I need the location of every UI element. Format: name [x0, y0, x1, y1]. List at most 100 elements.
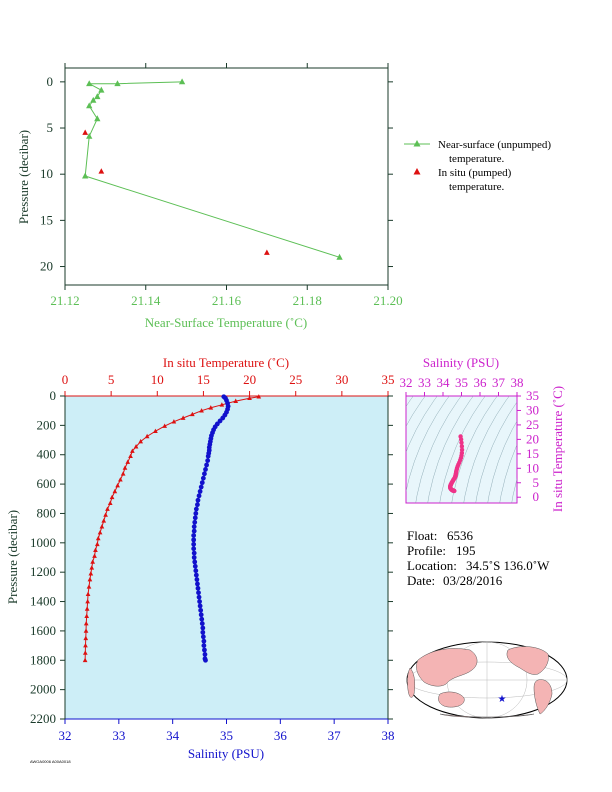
ts-right-axis-label: In situ Temperature (˚C) — [550, 386, 565, 512]
ts-point — [459, 440, 464, 445]
ts-temp-tick-label: 20 — [526, 431, 539, 446]
salinity-tick-label: 37 — [328, 728, 342, 743]
ts-point — [452, 488, 457, 494]
ts-temp-tick-label: 35 — [526, 388, 539, 403]
temperature-point — [138, 438, 144, 444]
salinity-point — [192, 519, 198, 525]
land-south-america — [533, 679, 553, 715]
series-pumped-point — [263, 249, 270, 255]
location-value: 34.5˚S 136.0˚W — [466, 558, 550, 573]
salinity-point — [199, 480, 205, 486]
world-map: ★ — [406, 641, 568, 719]
profile-value: 195 — [456, 543, 476, 558]
ts-contour-group — [406, 396, 517, 503]
salinity-point — [192, 515, 198, 521]
date-label: Date: — [407, 573, 435, 588]
pressure-tick-label: 400 — [37, 447, 57, 462]
float-label: Float: — [407, 528, 437, 543]
salinity-point — [197, 489, 203, 494]
temperature-point — [92, 553, 97, 558]
temperature-point — [153, 428, 158, 434]
map-land — [407, 646, 553, 718]
temperature-point — [101, 518, 107, 523]
ts-density-contour — [415, 396, 462, 503]
ts-density-contour — [406, 396, 450, 492]
legend-unpumped-line1: Near-surface (unpumped) — [438, 139, 551, 151]
salinity-point — [204, 462, 209, 468]
series-unpumped-point — [98, 86, 105, 93]
profile-chart-marks — [82, 394, 262, 663]
salinity-point — [203, 657, 208, 663]
salinity-point — [195, 581, 200, 587]
ts-density-contour — [427, 396, 474, 503]
temperature-point — [90, 559, 96, 564]
temperature-point — [86, 584, 92, 589]
top-ylabel: Pressure (decibar) — [16, 130, 31, 224]
ts-density-contour — [451, 396, 498, 503]
temperature-point — [94, 541, 100, 547]
salinity-point — [202, 652, 208, 657]
temp-tick-label: 35 — [382, 372, 395, 387]
salinity-tick-label: 38 — [382, 728, 395, 743]
temperature-point — [97, 529, 103, 535]
ts-density-contours — [406, 396, 517, 503]
temperature-point — [82, 650, 88, 655]
salinity-point — [200, 475, 206, 481]
salinity-point — [193, 568, 199, 574]
top-xlabel: Near-Surface Temperature (˚C) — [145, 315, 307, 330]
temp-tick-label: 15 — [197, 372, 210, 387]
salinity-point — [195, 502, 200, 508]
ts-temp-tick-label: 0 — [533, 489, 540, 504]
date-value: 03/28/2016 — [443, 573, 503, 588]
series-unpumped-point — [86, 102, 93, 109]
salinity-point — [201, 643, 207, 648]
temperature-point — [171, 419, 177, 424]
ts-density-contour — [406, 396, 438, 453]
salinity-tick-label: 34 — [166, 728, 180, 743]
top-xtick-label: 21.16 — [212, 293, 242, 308]
salinity-point — [193, 572, 199, 578]
ts-density-contour — [406, 396, 426, 427]
profile-plot-bg — [65, 396, 388, 719]
profile-ylabel: Pressure (decibar) — [5, 510, 20, 604]
salinity-point — [191, 550, 197, 556]
temperature-point — [84, 606, 90, 611]
land-australia — [438, 691, 465, 708]
series-unpumped-point — [86, 80, 93, 87]
temperature-point — [109, 494, 115, 500]
temp-tick-label: 25 — [289, 372, 302, 387]
ts-point — [459, 447, 465, 452]
salinity-point — [193, 511, 199, 516]
top-ytick-label: 15 — [40, 212, 53, 227]
series-unpumped-point — [94, 115, 101, 122]
temperature-point — [219, 402, 225, 407]
ts-density-contour — [463, 396, 510, 503]
salinity-point — [205, 458, 211, 463]
profile-axis-ticks: 0 5 10 15 20 25 30 35 32 33 34 35 36 37 38 0 200 400 600 80… — [30, 372, 395, 743]
temperature-point — [247, 395, 252, 401]
temperature-point — [115, 482, 120, 488]
temperature-point — [84, 613, 90, 619]
pressure-tick-label: 1800 — [30, 652, 56, 667]
ts-point — [459, 444, 465, 449]
salinity-point — [191, 541, 197, 547]
series-pumped-point — [98, 168, 105, 174]
salinity-point — [202, 471, 207, 477]
ts-density-contour — [475, 401, 517, 503]
ts-density-contour — [499, 444, 517, 503]
salinity-tick-label: 33 — [112, 728, 125, 743]
temperature-point — [120, 471, 126, 476]
temperature-point — [83, 642, 88, 648]
temperature-point — [125, 459, 131, 464]
land-africa — [407, 667, 416, 698]
location-label: Location: — [407, 558, 457, 573]
temperature-point — [122, 465, 128, 470]
salinity-point — [194, 577, 200, 582]
top-xtick-label: 21.18 — [293, 293, 322, 308]
top-ytick-label: 20 — [40, 259, 53, 274]
salinity-point — [191, 524, 197, 530]
legend-unpumped-line2: temperature. — [449, 153, 505, 165]
footer-id: AWOA0006 A00A0018 — [30, 759, 71, 764]
